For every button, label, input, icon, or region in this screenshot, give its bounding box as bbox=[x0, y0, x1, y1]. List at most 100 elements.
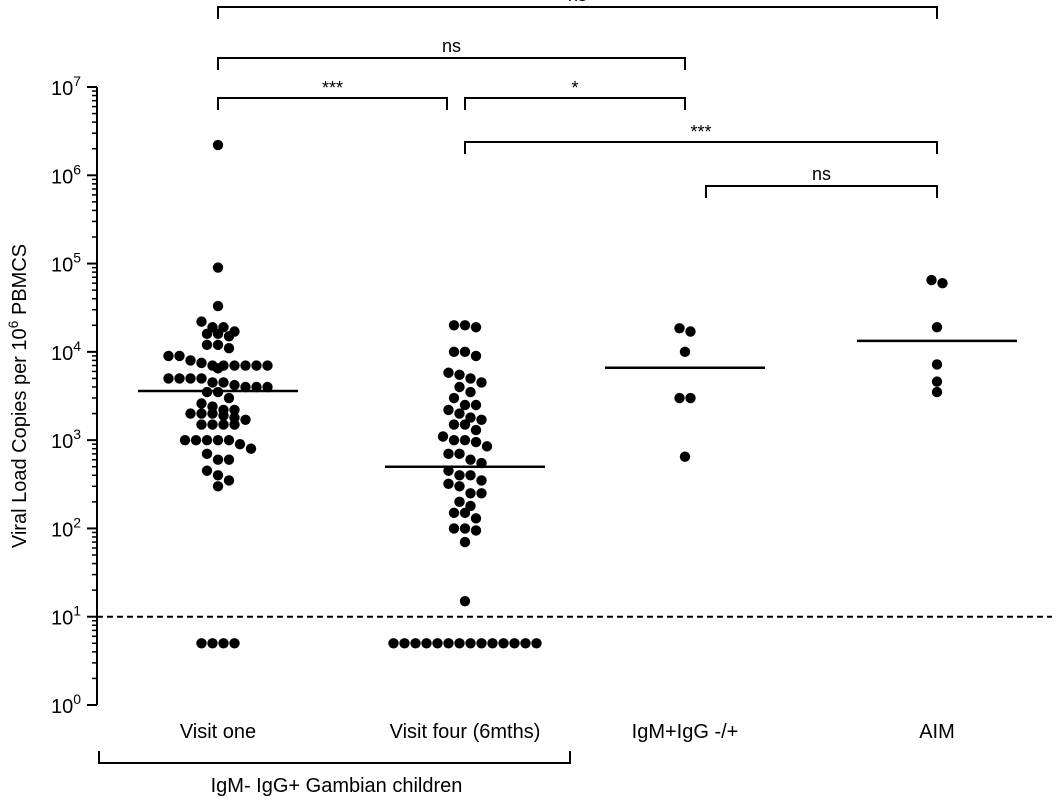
data-point bbox=[196, 357, 207, 369]
y-tick-label: 106 bbox=[51, 161, 81, 188]
data-point bbox=[465, 386, 476, 398]
data-point bbox=[163, 350, 174, 362]
data-point bbox=[201, 448, 213, 460]
data-point bbox=[448, 507, 460, 519]
data-point bbox=[465, 454, 476, 465]
data-point bbox=[674, 323, 685, 334]
significance-label: *** bbox=[690, 122, 711, 142]
y-tick-label: 100 bbox=[51, 691, 81, 718]
data-point bbox=[931, 386, 943, 398]
data-point bbox=[454, 470, 465, 481]
data-point bbox=[229, 404, 240, 416]
data-point bbox=[454, 369, 465, 380]
data-point bbox=[498, 638, 509, 649]
y-tick-label: 104 bbox=[51, 338, 81, 365]
data-point bbox=[531, 638, 542, 649]
data-point bbox=[443, 478, 454, 490]
data-point bbox=[196, 316, 207, 327]
data-point bbox=[262, 381, 273, 393]
data-point bbox=[410, 638, 421, 649]
data-point bbox=[196, 408, 207, 419]
data-point bbox=[174, 350, 185, 362]
data-point bbox=[443, 638, 454, 649]
data-point bbox=[454, 381, 465, 393]
data-point bbox=[448, 392, 460, 404]
data-point bbox=[459, 536, 471, 548]
significance-label: ns bbox=[568, 0, 587, 5]
data-point bbox=[240, 381, 251, 393]
significance-bracket bbox=[464, 141, 938, 154]
significance-bracket bbox=[217, 57, 686, 70]
data-point bbox=[223, 392, 235, 404]
data-point bbox=[470, 424, 482, 436]
significance-bracket bbox=[464, 97, 686, 110]
data-point bbox=[459, 507, 471, 519]
data-point bbox=[937, 277, 948, 289]
data-point bbox=[207, 419, 218, 430]
data-point bbox=[470, 322, 482, 333]
data-point bbox=[931, 322, 943, 333]
data-point bbox=[476, 475, 487, 486]
data-point bbox=[448, 434, 460, 446]
data-point bbox=[201, 339, 213, 351]
data-point bbox=[218, 377, 229, 388]
data-point bbox=[212, 328, 224, 340]
data-point bbox=[487, 638, 498, 649]
plot-area: 100 101 102 103 104 105 106 107 Viral Load Copie… bbox=[5, 0, 1052, 797]
data-point bbox=[234, 438, 246, 450]
data-point bbox=[685, 392, 696, 404]
data-point bbox=[185, 408, 196, 419]
data-point bbox=[448, 346, 460, 358]
x-tick-label: Visit one bbox=[180, 721, 256, 743]
data-point bbox=[212, 262, 224, 273]
data-point bbox=[163, 373, 174, 384]
significance-bracket bbox=[217, 97, 448, 110]
data-point bbox=[470, 350, 482, 362]
data-point bbox=[465, 412, 476, 423]
data-point bbox=[223, 454, 235, 465]
data-point bbox=[212, 434, 224, 446]
data-point bbox=[443, 465, 454, 476]
data-point bbox=[443, 367, 454, 378]
data-point bbox=[459, 419, 471, 430]
significance-bracket bbox=[705, 185, 938, 198]
data-point bbox=[448, 523, 460, 534]
data-point bbox=[196, 398, 207, 409]
data-point bbox=[201, 328, 213, 340]
data-point bbox=[437, 431, 449, 442]
data-point bbox=[207, 377, 218, 388]
data-point bbox=[454, 496, 465, 508]
data-point bbox=[476, 414, 487, 425]
data-point bbox=[470, 399, 482, 411]
data-point bbox=[459, 320, 471, 331]
data-point bbox=[926, 274, 937, 286]
data-point bbox=[196, 638, 207, 649]
data-point bbox=[212, 363, 224, 374]
group-bracket-label: IgM- IgG+ Gambian children bbox=[211, 775, 463, 797]
significance-label: ns bbox=[812, 164, 831, 184]
data-point bbox=[481, 441, 493, 452]
data-point bbox=[509, 638, 520, 649]
data-point bbox=[476, 638, 487, 649]
data-point bbox=[465, 488, 476, 499]
data-point bbox=[223, 343, 235, 354]
data-point bbox=[459, 434, 471, 446]
y-tick-label: 103 bbox=[51, 426, 81, 453]
data-point bbox=[251, 360, 262, 371]
data-point bbox=[185, 355, 196, 366]
data-point bbox=[679, 451, 691, 462]
data-point bbox=[240, 360, 251, 371]
data-point bbox=[443, 448, 454, 460]
data-point bbox=[454, 408, 465, 419]
x-tick-label: Visit four (6mths) bbox=[390, 721, 541, 743]
data-point bbox=[454, 481, 465, 492]
data-point bbox=[207, 408, 218, 419]
data-point bbox=[470, 525, 482, 536]
data-point bbox=[454, 448, 465, 460]
data-point bbox=[388, 638, 399, 649]
data-point bbox=[201, 434, 213, 446]
data-point bbox=[520, 638, 531, 649]
data-point bbox=[251, 381, 262, 393]
data-point bbox=[212, 339, 224, 351]
data-point bbox=[229, 379, 240, 391]
